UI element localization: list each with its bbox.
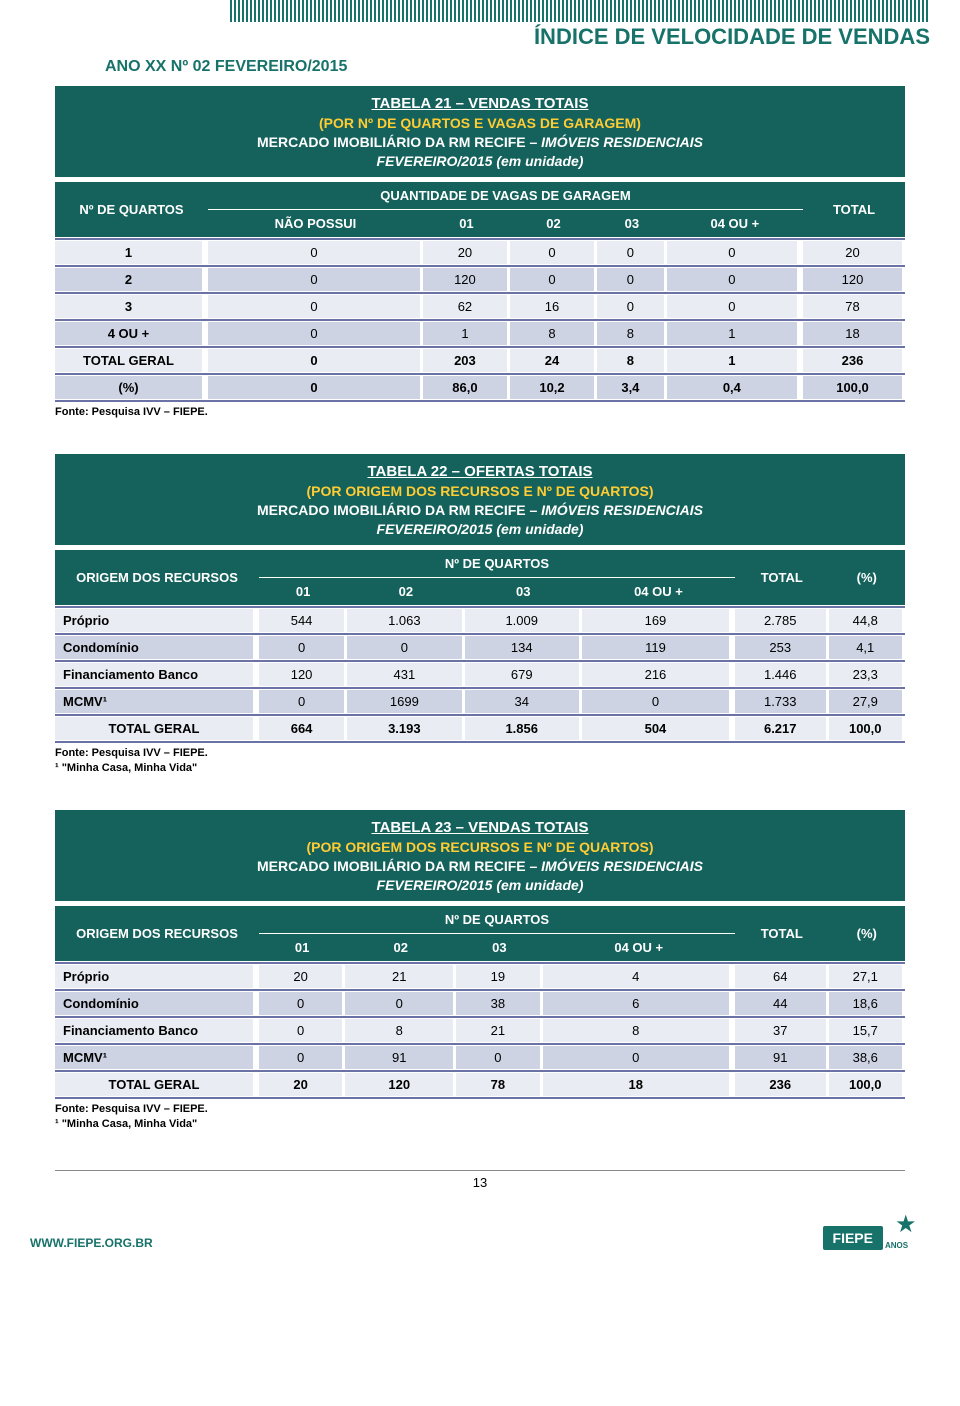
table-22-footnote1: Fonte: Pesquisa IVV – FIEPE. xyxy=(55,747,905,759)
table-23-sub1: (POR ORIGEM DOS RECURSOS E Nº DE QUARTOS… xyxy=(61,838,899,857)
table-row: Condomínio 001341192534,1 xyxy=(55,636,905,659)
table-row: (%) 086,010,23,40,4100,0 xyxy=(55,376,905,399)
table-21-grid: Nº DE QUARTOS QUANTIDADE DE VAGAS DE GAR… xyxy=(55,181,905,403)
fiepe-logo-text: FIEPE xyxy=(823,1226,883,1250)
header-stripes xyxy=(230,0,930,22)
table-23-header: TABELA 23 – VENDAS TOTAIS (POR ORIGEM DO… xyxy=(55,810,905,901)
table-row: Financiamento Banco 1204316792161.44623,… xyxy=(55,663,905,686)
table-23-sub3: FEVEREIRO/2015 (em unidade) xyxy=(61,876,899,895)
table-row: 3 062160078 xyxy=(55,295,905,318)
table-21-header: TABELA 21 – VENDAS TOTAIS (POR Nº DE QUA… xyxy=(55,86,905,177)
page-footer: 13 xyxy=(55,1170,905,1190)
page-number: 13 xyxy=(473,1175,487,1190)
table-row: TOTAL GERAL 02032481236 xyxy=(55,349,905,372)
table-21-sub3: FEVEREIRO/2015 (em unidade) xyxy=(61,152,899,171)
table-row: MCMV¹ 016993401.73327,9 xyxy=(55,690,905,713)
table-21-title: TABELA 21 – VENDAS TOTAIS xyxy=(61,94,899,114)
table-22-header: TABELA 22 – OFERTAS TOTAIS (POR ORIGEM D… xyxy=(55,454,905,545)
table-21-footnote: Fonte: Pesquisa IVV – FIEPE. xyxy=(55,406,905,418)
table-21-sub2: MERCADO IMOBILIÁRIO DA RM RECIFE – IMÓVE… xyxy=(61,133,899,152)
table-23-title: TABELA 23 – VENDAS TOTAIS xyxy=(61,818,899,838)
table-22-sub1: (POR ORIGEM DOS RECURSOS E Nº DE QUARTOS… xyxy=(61,482,899,501)
t23-pct-head: (%) xyxy=(829,906,906,961)
table-row: MCMV¹ 091009138,6 xyxy=(55,1046,905,1069)
t21-col-4: 04 OU + xyxy=(667,210,803,237)
fiepe-logo: FIEPE ★ ANOS xyxy=(823,1210,930,1250)
t22-colgroup: Nº DE QUARTOS xyxy=(259,550,735,577)
table-row: 4 OU + 0188118 xyxy=(55,322,905,345)
table-22: TABELA 22 – OFERTAS TOTAIS (POR ORIGEM D… xyxy=(55,454,905,774)
table-row: Próprio 5441.0631.0091692.78544,8 xyxy=(55,609,905,632)
table-23-sub2: MERCADO IMOBILIÁRIO DA RM RECIFE – IMÓVE… xyxy=(61,857,899,876)
page-label: ANO XX Nº 02 FEVEREIRO/2015 xyxy=(105,58,960,76)
table-22-sub2: MERCADO IMOBILIÁRIO DA RM RECIFE – IMÓVE… xyxy=(61,501,899,520)
t23-colgroup: Nº DE QUARTOS xyxy=(259,906,735,933)
table-row: Condomínio 003864418,6 xyxy=(55,992,905,1015)
table-row: Próprio 20211946427,1 xyxy=(55,965,905,988)
footer-url: WWW.FIEPE.ORG.BR xyxy=(30,1236,153,1250)
table-23: TABELA 23 – VENDAS TOTAIS (POR ORIGEM DO… xyxy=(55,810,905,1130)
table-22-footnote2: ¹ "Minha Casa, Minha Vida" xyxy=(55,762,905,774)
header-title: ÍNDICE DE VELOCIDADE DE VENDAS xyxy=(0,24,930,50)
fiepe-75-icon: ★ ANOS xyxy=(885,1210,930,1250)
star-icon: ★ xyxy=(895,1210,917,1239)
t21-rowhead: Nº DE QUARTOS xyxy=(55,182,208,237)
table-row: Financiamento Banco 082183715,7 xyxy=(55,1019,905,1042)
t22-total-head: TOTAL xyxy=(735,550,829,605)
t22-pct-head: (%) xyxy=(829,550,906,605)
table-23-footnote1: Fonte: Pesquisa IVV – FIEPE. xyxy=(55,1103,905,1115)
anos-label: ANOS xyxy=(885,1241,908,1250)
table-row: TOTAL GERAL 6643.1931.8565046.217100,0 xyxy=(55,717,905,740)
t21-total-head: TOTAL xyxy=(803,182,905,237)
table-21: TABELA 21 – VENDAS TOTAIS (POR Nº DE QUA… xyxy=(55,86,905,418)
table-23-footnote2: ¹ "Minha Casa, Minha Vida" xyxy=(55,1118,905,1130)
t23-rowhead: ORIGEM DOS RECURSOS xyxy=(55,906,259,961)
table-22-sub3: FEVEREIRO/2015 (em unidade) xyxy=(61,520,899,539)
t21-colgroup: QUANTIDADE DE VAGAS DE GARAGEM xyxy=(208,182,803,209)
t22-rowhead: ORIGEM DOS RECURSOS xyxy=(55,550,259,605)
table-22-grid: ORIGEM DOS RECURSOS Nº DE QUARTOS TOTAL … xyxy=(55,549,905,744)
footer-bottom: WWW.FIEPE.ORG.BR FIEPE ★ ANOS xyxy=(30,1210,930,1250)
table-21-sub2b: IMÓVEIS RESIDENCIAIS xyxy=(541,134,703,150)
t21-col-2: 02 xyxy=(510,210,597,237)
table-22-title: TABELA 22 – OFERTAS TOTAIS xyxy=(61,462,899,482)
t21-col-1: 01 xyxy=(423,210,510,237)
table-21-sub2a: MERCADO IMOBILIÁRIO DA RM RECIFE – xyxy=(257,134,541,150)
table-row: 2 0120000120 xyxy=(55,268,905,291)
table-21-sub1: (POR Nº DE QUARTOS E VAGAS DE GARAGEM) xyxy=(61,114,899,133)
table-row: TOTAL GERAL 201207818236100,0 xyxy=(55,1073,905,1096)
t21-col-0: NÃO POSSUI xyxy=(208,210,423,237)
table-row: 1 02000020 xyxy=(55,241,905,264)
table-23-grid: ORIGEM DOS RECURSOS Nº DE QUARTOS TOTAL … xyxy=(55,905,905,1100)
t21-col-3: 03 xyxy=(597,210,667,237)
t23-total-head: TOTAL xyxy=(735,906,829,961)
